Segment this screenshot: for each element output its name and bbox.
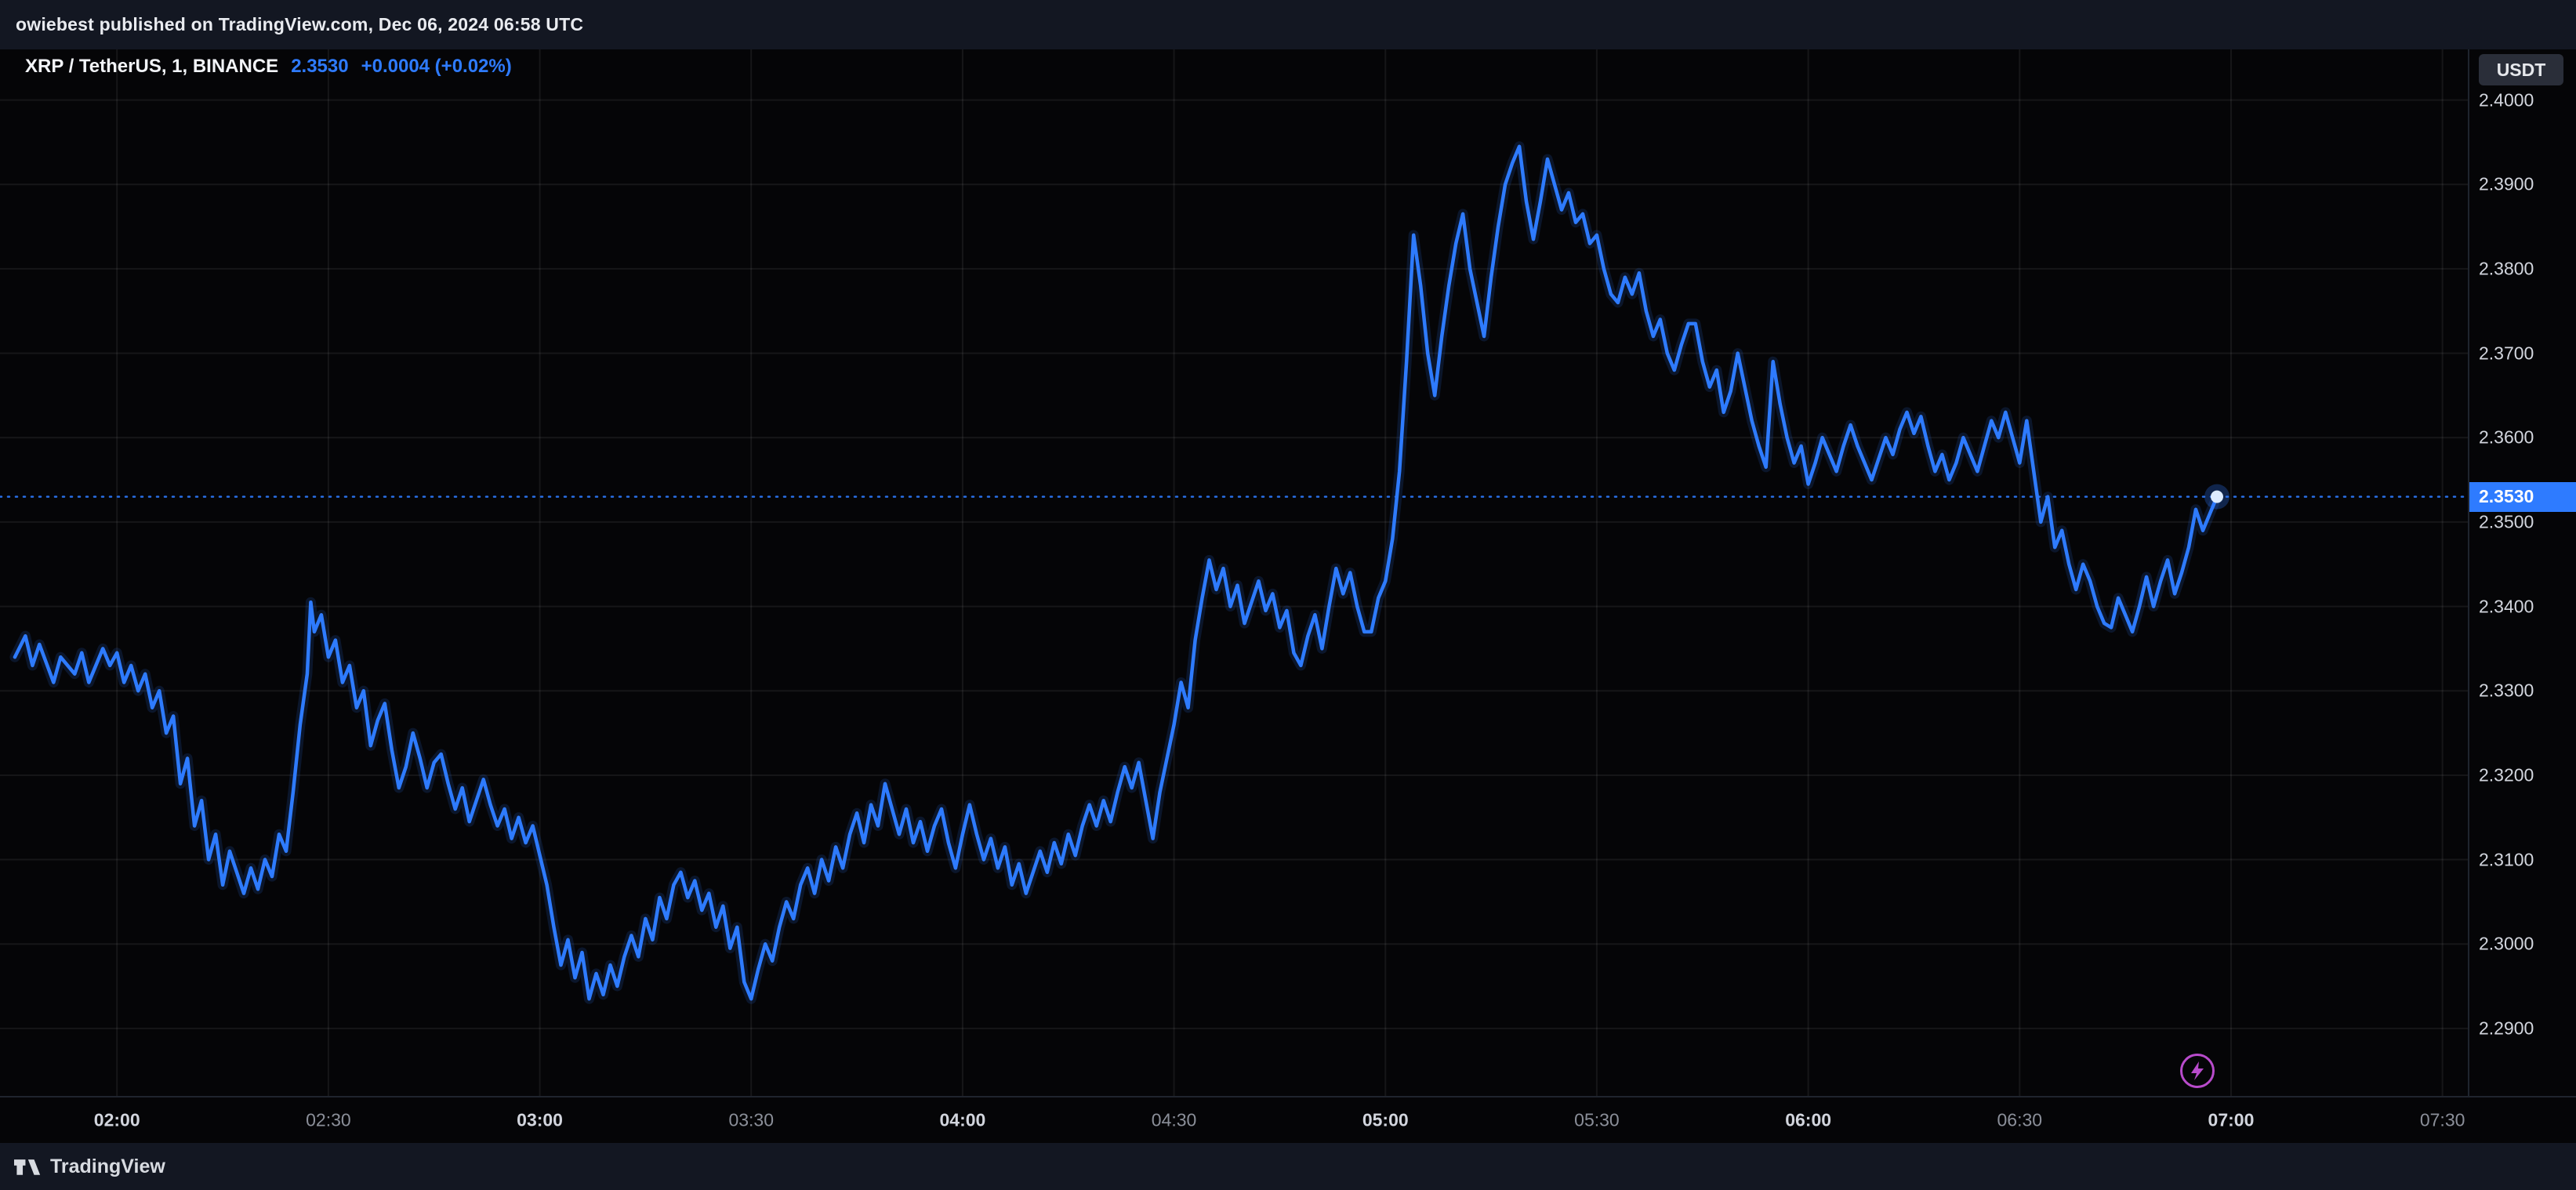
price-tick-label: 2.3900 xyxy=(2479,173,2534,194)
last-price-marker xyxy=(2210,490,2223,503)
time-tick-label: 06:00 xyxy=(1785,1109,1832,1130)
price-tick-label: 2.3100 xyxy=(2479,849,2534,870)
price-scale[interactable]: 2.3530 2.4000 2.3900 2.3800 2.3700 2.3600 2.3… xyxy=(2468,49,2576,1096)
last-price-value: 2.3530 xyxy=(291,56,349,77)
price-tick-label: 2.3700 xyxy=(2479,343,2534,364)
price-tick-label: 2.3500 xyxy=(2479,511,2534,532)
time-tick-label: 03:00 xyxy=(517,1109,563,1130)
price-tick-label: 2.3200 xyxy=(2479,764,2534,785)
price-tick-label: 2.4000 xyxy=(2479,89,2534,111)
price-line xyxy=(13,144,2219,1001)
time-tick-label: 05:30 xyxy=(1574,1109,1620,1130)
lightning-icon xyxy=(2180,1054,2215,1088)
price-tick-label: 2.3400 xyxy=(2479,596,2534,617)
tradingview-link[interactable]: TradingView xyxy=(14,1156,165,1178)
time-tick-label: 07:00 xyxy=(2208,1109,2255,1130)
time-tick-label: 05:00 xyxy=(1362,1109,1409,1130)
boost-button[interactable] xyxy=(2179,1052,2216,1090)
price-tick-label: 2.3000 xyxy=(2479,933,2534,954)
price-tick-label: 2.3600 xyxy=(2479,426,2534,448)
time-tick-label: 02:30 xyxy=(306,1109,351,1130)
price-change-value: +0.0004 (+0.02%) xyxy=(361,56,512,77)
current-price-label: 2.3530 xyxy=(2469,481,2576,512)
time-tick-label: 04:30 xyxy=(1151,1109,1197,1130)
time-tick-label: 07:30 xyxy=(2419,1109,2465,1130)
time-tick-label: 03:30 xyxy=(728,1109,775,1130)
time-tick-label: 06:30 xyxy=(1997,1109,2043,1130)
footer-bar: TradingView xyxy=(0,1143,2576,1190)
attribution-text: owiebest published on TradingView.com, D… xyxy=(16,14,584,34)
time-tick-label: 04:00 xyxy=(939,1109,986,1130)
currency-badge[interactable]: USDT xyxy=(2479,54,2563,85)
time-tick-label: 02:00 xyxy=(93,1109,140,1130)
chart-legend: XRP / TetherUS, 1, BINANCE 2.3530 +0.000… xyxy=(25,56,512,78)
plot-svg[interactable] xyxy=(0,49,2468,1096)
chart-region: XRP / TetherUS, 1, BINANCE 2.3530 +0.000… xyxy=(0,49,2576,1096)
time-scale[interactable]: 02:00 02:30 03:00 03:30 04:00 04:30 05:00 05:30… xyxy=(0,1096,2576,1143)
attribution-bar: owiebest published on TradingView.com, D… xyxy=(0,0,2576,49)
price-tick-label: 2.3800 xyxy=(2479,258,2534,279)
price-tick-label: 2.3300 xyxy=(2479,680,2534,701)
price-tick-label: 2.2900 xyxy=(2479,1018,2534,1039)
symbol-title: XRP / TetherUS, 1, BINANCE xyxy=(25,56,279,77)
footer-brand: TradingView xyxy=(50,1155,165,1177)
tradingview-logo-icon xyxy=(14,1156,41,1177)
price-line-glow xyxy=(9,141,2222,1004)
